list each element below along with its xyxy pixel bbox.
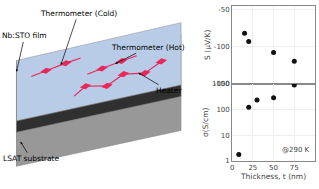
svg-text:Nb:STO film: Nb:STO film (2, 31, 47, 40)
svg-text:0: 0 (230, 164, 234, 172)
svg-text:Heater: Heater (156, 86, 182, 95)
svg-text:Thermometer (Hot): Thermometer (Hot) (111, 43, 185, 52)
svg-text:-150: -150 (214, 80, 230, 88)
svg-text:25: 25 (248, 164, 257, 172)
svg-text:1: 1 (225, 157, 229, 165)
svg-text:σ(S/cm): σ(S/cm) (201, 108, 210, 137)
svg-text:100: 100 (216, 106, 229, 114)
svg-text:1000: 1000 (212, 80, 230, 88)
svg-text:Thickness, t (nm): Thickness, t (nm) (240, 172, 306, 181)
svg-text:75: 75 (290, 164, 299, 172)
svg-text:-50: -50 (218, 6, 229, 14)
svg-text:Thermometer (Cold): Thermometer (Cold) (40, 9, 117, 18)
svg-text:@290 K: @290 K (282, 146, 310, 154)
svg-text:LSAT substrate: LSAT substrate (3, 154, 59, 163)
svg-text:-100: -100 (214, 43, 230, 51)
svg-text:50: 50 (269, 164, 278, 172)
svg-text:S (μV/K): S (μV/K) (203, 30, 212, 60)
svg-text:10: 10 (221, 132, 230, 140)
